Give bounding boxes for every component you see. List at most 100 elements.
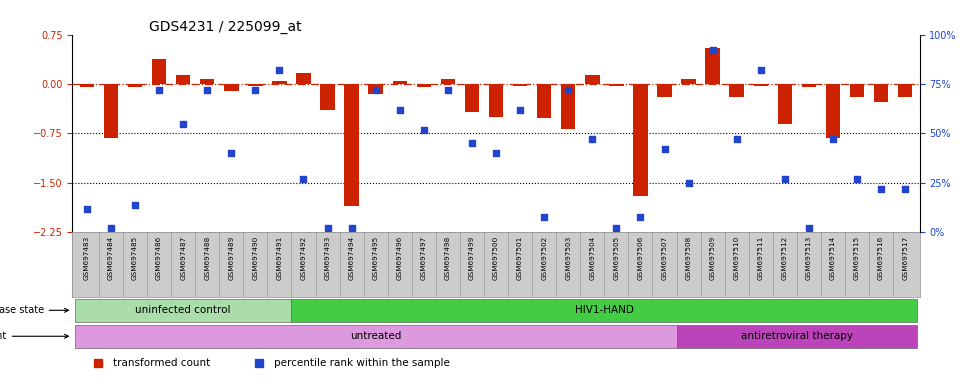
Point: [705, 47, 721, 53]
Bar: [513, 84, 527, 86]
Point: [825, 136, 840, 142]
Bar: [537, 84, 552, 118]
Bar: [74, 324, 676, 348]
Bar: [465, 84, 479, 112]
Bar: [272, 81, 287, 84]
Bar: [292, 299, 918, 322]
Bar: [416, 84, 431, 87]
Text: GSM697516: GSM697516: [878, 236, 884, 280]
Bar: [874, 84, 889, 103]
Point: [271, 67, 287, 73]
Bar: [634, 84, 647, 196]
Bar: [850, 84, 865, 97]
Point: [657, 146, 672, 152]
Bar: [585, 75, 600, 84]
Bar: [392, 81, 407, 84]
Point: [368, 87, 384, 93]
Point: [584, 136, 600, 142]
Text: GSM697513: GSM697513: [806, 236, 811, 280]
Text: GSM697483: GSM697483: [84, 236, 90, 280]
Bar: [778, 84, 792, 124]
Text: GSM697502: GSM697502: [541, 236, 547, 280]
Bar: [898, 84, 913, 97]
Text: GSM697500: GSM697500: [493, 236, 499, 280]
Point: [777, 176, 792, 182]
Bar: [176, 75, 190, 84]
Text: GSM697498: GSM697498: [445, 236, 451, 280]
Text: GSM697507: GSM697507: [662, 236, 668, 280]
Text: GSM697510: GSM697510: [734, 236, 740, 280]
Text: GSM697486: GSM697486: [156, 236, 162, 280]
Text: GSM697489: GSM697489: [228, 236, 235, 280]
Bar: [345, 84, 358, 206]
Text: GSM697503: GSM697503: [565, 236, 571, 280]
Text: GSM697491: GSM697491: [276, 236, 282, 280]
Text: GSM697501: GSM697501: [517, 236, 524, 280]
Bar: [610, 84, 624, 86]
Bar: [200, 79, 214, 84]
Point: [849, 176, 865, 182]
Point: [753, 67, 769, 73]
Text: uninfected control: uninfected control: [135, 305, 231, 315]
Point: [223, 150, 239, 156]
Bar: [676, 324, 918, 348]
Text: GSM697506: GSM697506: [638, 236, 643, 280]
Bar: [802, 84, 816, 87]
Point: [416, 126, 432, 132]
Bar: [561, 84, 576, 129]
Bar: [321, 84, 335, 110]
Bar: [753, 84, 768, 86]
Point: [801, 225, 816, 232]
Text: GSM697494: GSM697494: [349, 236, 355, 280]
Point: [897, 186, 913, 192]
Text: HIV1-HAND: HIV1-HAND: [575, 305, 634, 315]
Bar: [103, 84, 118, 138]
Point: [79, 205, 95, 212]
Point: [176, 121, 191, 127]
Text: GSM697517: GSM697517: [902, 236, 908, 280]
Text: GSM697508: GSM697508: [686, 236, 692, 280]
Bar: [826, 84, 840, 138]
Bar: [74, 299, 292, 322]
Point: [103, 225, 119, 232]
Point: [512, 107, 527, 113]
Point: [609, 225, 624, 232]
Bar: [729, 84, 744, 97]
Text: GSM697499: GSM697499: [469, 236, 475, 280]
Point: [633, 214, 648, 220]
Point: [465, 140, 480, 146]
Bar: [440, 79, 455, 84]
Text: GSM697515: GSM697515: [854, 236, 860, 280]
Point: [152, 87, 167, 93]
Bar: [297, 73, 311, 84]
Point: [560, 87, 576, 93]
Text: GSM697492: GSM697492: [300, 236, 306, 280]
Point: [536, 214, 552, 220]
Bar: [128, 84, 142, 87]
Text: GSM697490: GSM697490: [252, 236, 258, 280]
Point: [729, 136, 745, 142]
Point: [440, 87, 456, 93]
Text: GSM697493: GSM697493: [325, 236, 330, 280]
Point: [681, 180, 696, 186]
Point: [488, 150, 504, 156]
Text: GSM697484: GSM697484: [108, 236, 114, 280]
Bar: [224, 84, 239, 91]
Point: [873, 186, 889, 192]
Text: GDS4231 / 225099_at: GDS4231 / 225099_at: [149, 20, 301, 33]
Text: untreated: untreated: [350, 331, 402, 341]
Text: GSM697509: GSM697509: [710, 236, 716, 280]
Point: [320, 225, 335, 232]
Bar: [248, 84, 263, 86]
Bar: [681, 79, 696, 84]
Bar: [657, 84, 671, 97]
Text: antiretroviral therapy: antiretroviral therapy: [741, 331, 853, 341]
Point: [200, 87, 215, 93]
Bar: [705, 48, 720, 84]
Text: transformed count: transformed count: [113, 358, 211, 368]
Bar: [152, 59, 166, 84]
Point: [344, 225, 359, 232]
Bar: [489, 84, 503, 117]
Text: GSM697504: GSM697504: [589, 236, 595, 280]
Text: GSM697495: GSM697495: [373, 236, 379, 280]
